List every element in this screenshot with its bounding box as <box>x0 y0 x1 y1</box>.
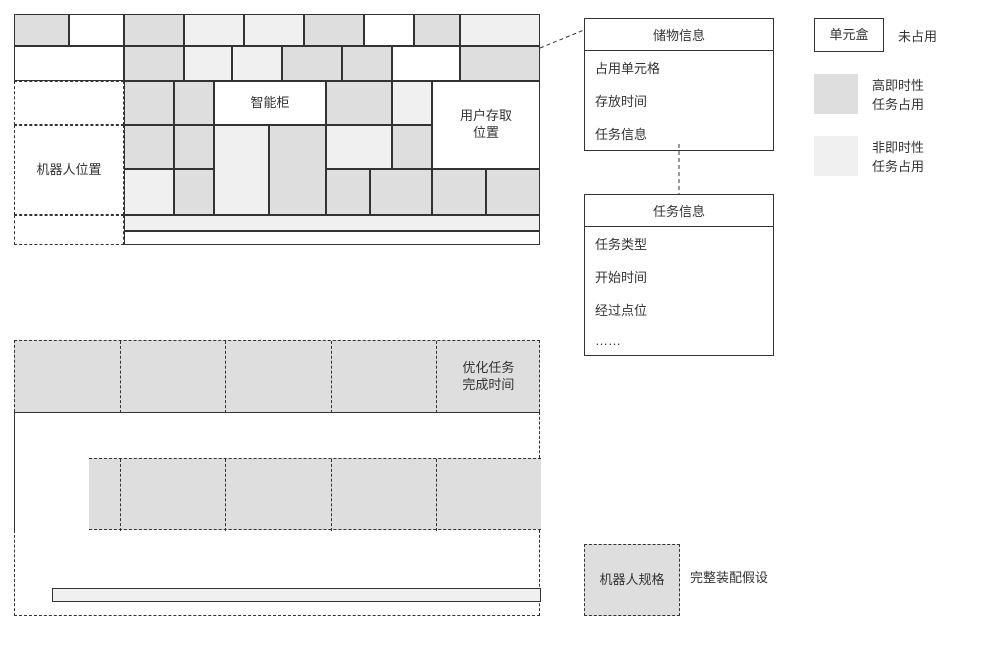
task-info-row: 任务类型 <box>585 227 773 260</box>
grid-cell <box>460 14 540 46</box>
grid-cell <box>342 46 392 81</box>
grid-cell <box>174 81 214 125</box>
opt-row-mid <box>14 458 540 530</box>
grid-cell <box>269 125 326 215</box>
opt-row-bottom <box>14 530 540 616</box>
grid-cell <box>326 125 392 169</box>
robot-spec-label: 机器人规格 <box>599 572 664 589</box>
legend-unit-box: 单元盒 <box>814 18 884 52</box>
grid-cell <box>460 46 540 81</box>
storage-info-row: 存放时间 <box>585 84 773 117</box>
opt-row-gap <box>14 412 540 458</box>
opt-row-top: 优化任务 完成时间 <box>14 340 540 412</box>
opt-col-divider <box>436 459 437 531</box>
opt-col-divider <box>120 459 121 531</box>
grid-cell <box>232 46 282 81</box>
grid-cell <box>174 169 214 215</box>
grid-cell <box>14 215 124 245</box>
opt-col-divider <box>120 341 121 413</box>
grid-cell <box>184 46 232 81</box>
opt-row-mid-fill <box>89 458 541 530</box>
task-info-row: 经过点位 <box>585 293 773 326</box>
grid-cell <box>282 46 342 81</box>
grid-cell <box>124 215 540 231</box>
grid-cell <box>392 125 432 169</box>
grid-cell <box>414 14 460 46</box>
grid-cell <box>124 125 174 169</box>
robot-spec-box: 机器人规格 <box>584 544 680 616</box>
task-info-row: 开始时间 <box>585 260 773 293</box>
grid-cell <box>326 169 370 215</box>
grid-cell <box>244 14 304 46</box>
opt-col-divider <box>331 341 332 413</box>
grid-cell <box>124 169 174 215</box>
legend-low-label: 非即时性 任务占用 <box>872 137 924 175</box>
legend-high-label: 高即时性 任务占用 <box>872 75 924 113</box>
grid-cell <box>432 169 486 215</box>
opt-bottom-strip <box>52 588 541 602</box>
assembly-assumption-label: 完整装配假设 <box>690 566 810 590</box>
optimization-time-label: 优化任务 完成时间 <box>436 341 541 413</box>
grid-cell <box>124 81 174 125</box>
smart-cabinet-label-cell: 智能柜 <box>214 81 326 125</box>
grid-cell <box>304 14 364 46</box>
smart-cabinet-grid: 智能柜 用户存取 位置机器人位置 <box>14 14 540 258</box>
task-info-title: 任务信息 <box>585 195 773 227</box>
grid-cell <box>184 14 244 46</box>
grid-cell <box>69 14 124 46</box>
grid-cell <box>174 125 214 169</box>
grid-cell <box>486 169 540 215</box>
storage-info-title: 储物信息 <box>585 19 773 51</box>
opt-col-divider <box>225 341 226 413</box>
optimization-grid: 优化任务 完成时间 <box>14 340 540 616</box>
grid-cell <box>124 231 540 245</box>
grid-cell <box>392 46 460 81</box>
task-info-box: 任务信息 任务类型 开始时间 经过点位 …… <box>584 194 774 356</box>
storage-info-row: 任务信息 <box>585 117 773 150</box>
grid-cell <box>14 46 124 81</box>
legend-unit-box-label: 单元盒 <box>829 27 868 44</box>
grid-cell <box>14 14 69 46</box>
grid-cell <box>214 125 269 215</box>
task-info-row: …… <box>585 326 773 355</box>
grid-cell <box>124 46 184 81</box>
opt-col-divider <box>331 459 332 531</box>
storage-info-box: 储物信息 占用单元格 存放时间 任务信息 <box>584 18 774 151</box>
grid-cell <box>326 81 392 125</box>
grid-cell <box>364 14 414 46</box>
legend-low-swatch <box>814 136 858 176</box>
opt-col-divider <box>225 459 226 531</box>
storage-info-row: 占用单元格 <box>585 51 773 84</box>
grid-cell <box>124 14 184 46</box>
grid-cell <box>392 81 432 125</box>
legend-unused-label: 未占用 <box>898 26 937 45</box>
legend-high-swatch <box>814 74 858 114</box>
user-access-label-cell: 用户存取 位置 <box>432 81 540 169</box>
robot-position-label-cell: 机器人位置 <box>14 125 124 215</box>
grid-cell <box>14 81 124 125</box>
grid-cell <box>370 169 432 215</box>
legend: 单元盒 未占用 高即时性 任务占用 非即时性 任务占用 <box>814 18 937 176</box>
